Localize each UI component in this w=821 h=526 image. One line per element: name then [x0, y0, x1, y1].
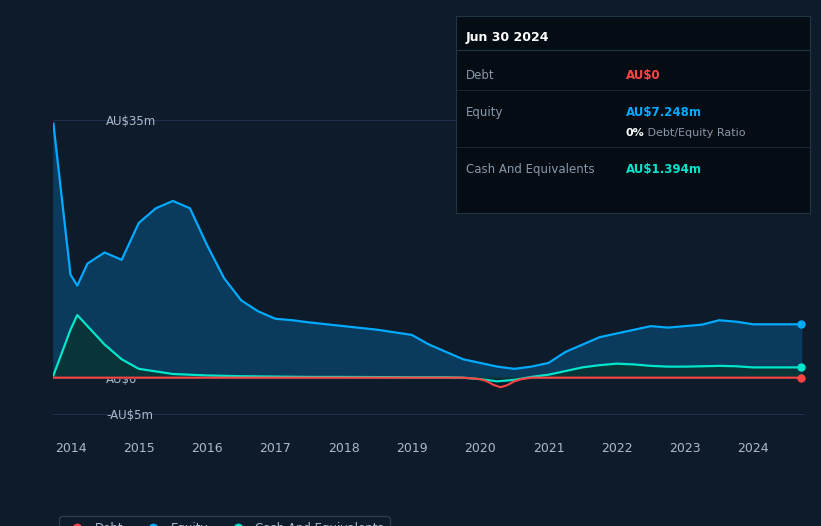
Text: 0%: 0% [626, 128, 644, 138]
Text: Debt: Debt [466, 69, 494, 82]
Text: AU$0: AU$0 [626, 69, 661, 82]
Text: Debt/Equity Ratio: Debt/Equity Ratio [644, 128, 745, 138]
Text: AU$7.248m: AU$7.248m [626, 106, 702, 119]
Text: Jun 30 2024: Jun 30 2024 [466, 31, 549, 44]
Legend: Debt, Equity, Cash And Equivalents: Debt, Equity, Cash And Equivalents [59, 517, 390, 526]
Text: Equity: Equity [466, 106, 503, 119]
Text: AU$1.394m: AU$1.394m [626, 163, 702, 176]
Text: Cash And Equivalents: Cash And Equivalents [466, 163, 594, 176]
